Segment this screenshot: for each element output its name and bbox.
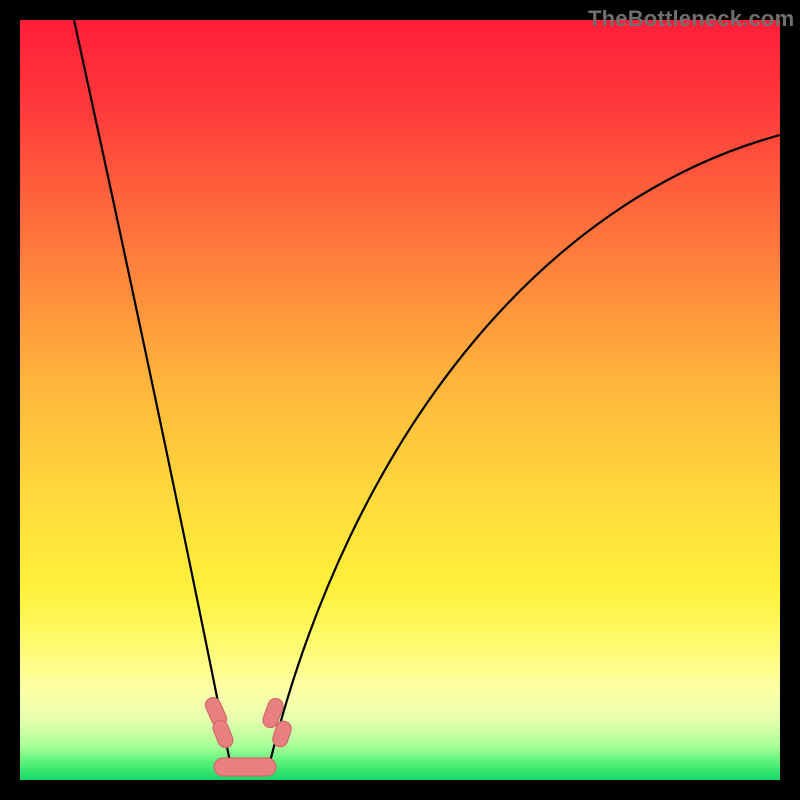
chart-background xyxy=(20,20,780,780)
marker-bottom xyxy=(214,758,276,776)
bottleneck-chart xyxy=(20,20,780,780)
watermark-text: TheBottleneck.com xyxy=(588,6,794,32)
